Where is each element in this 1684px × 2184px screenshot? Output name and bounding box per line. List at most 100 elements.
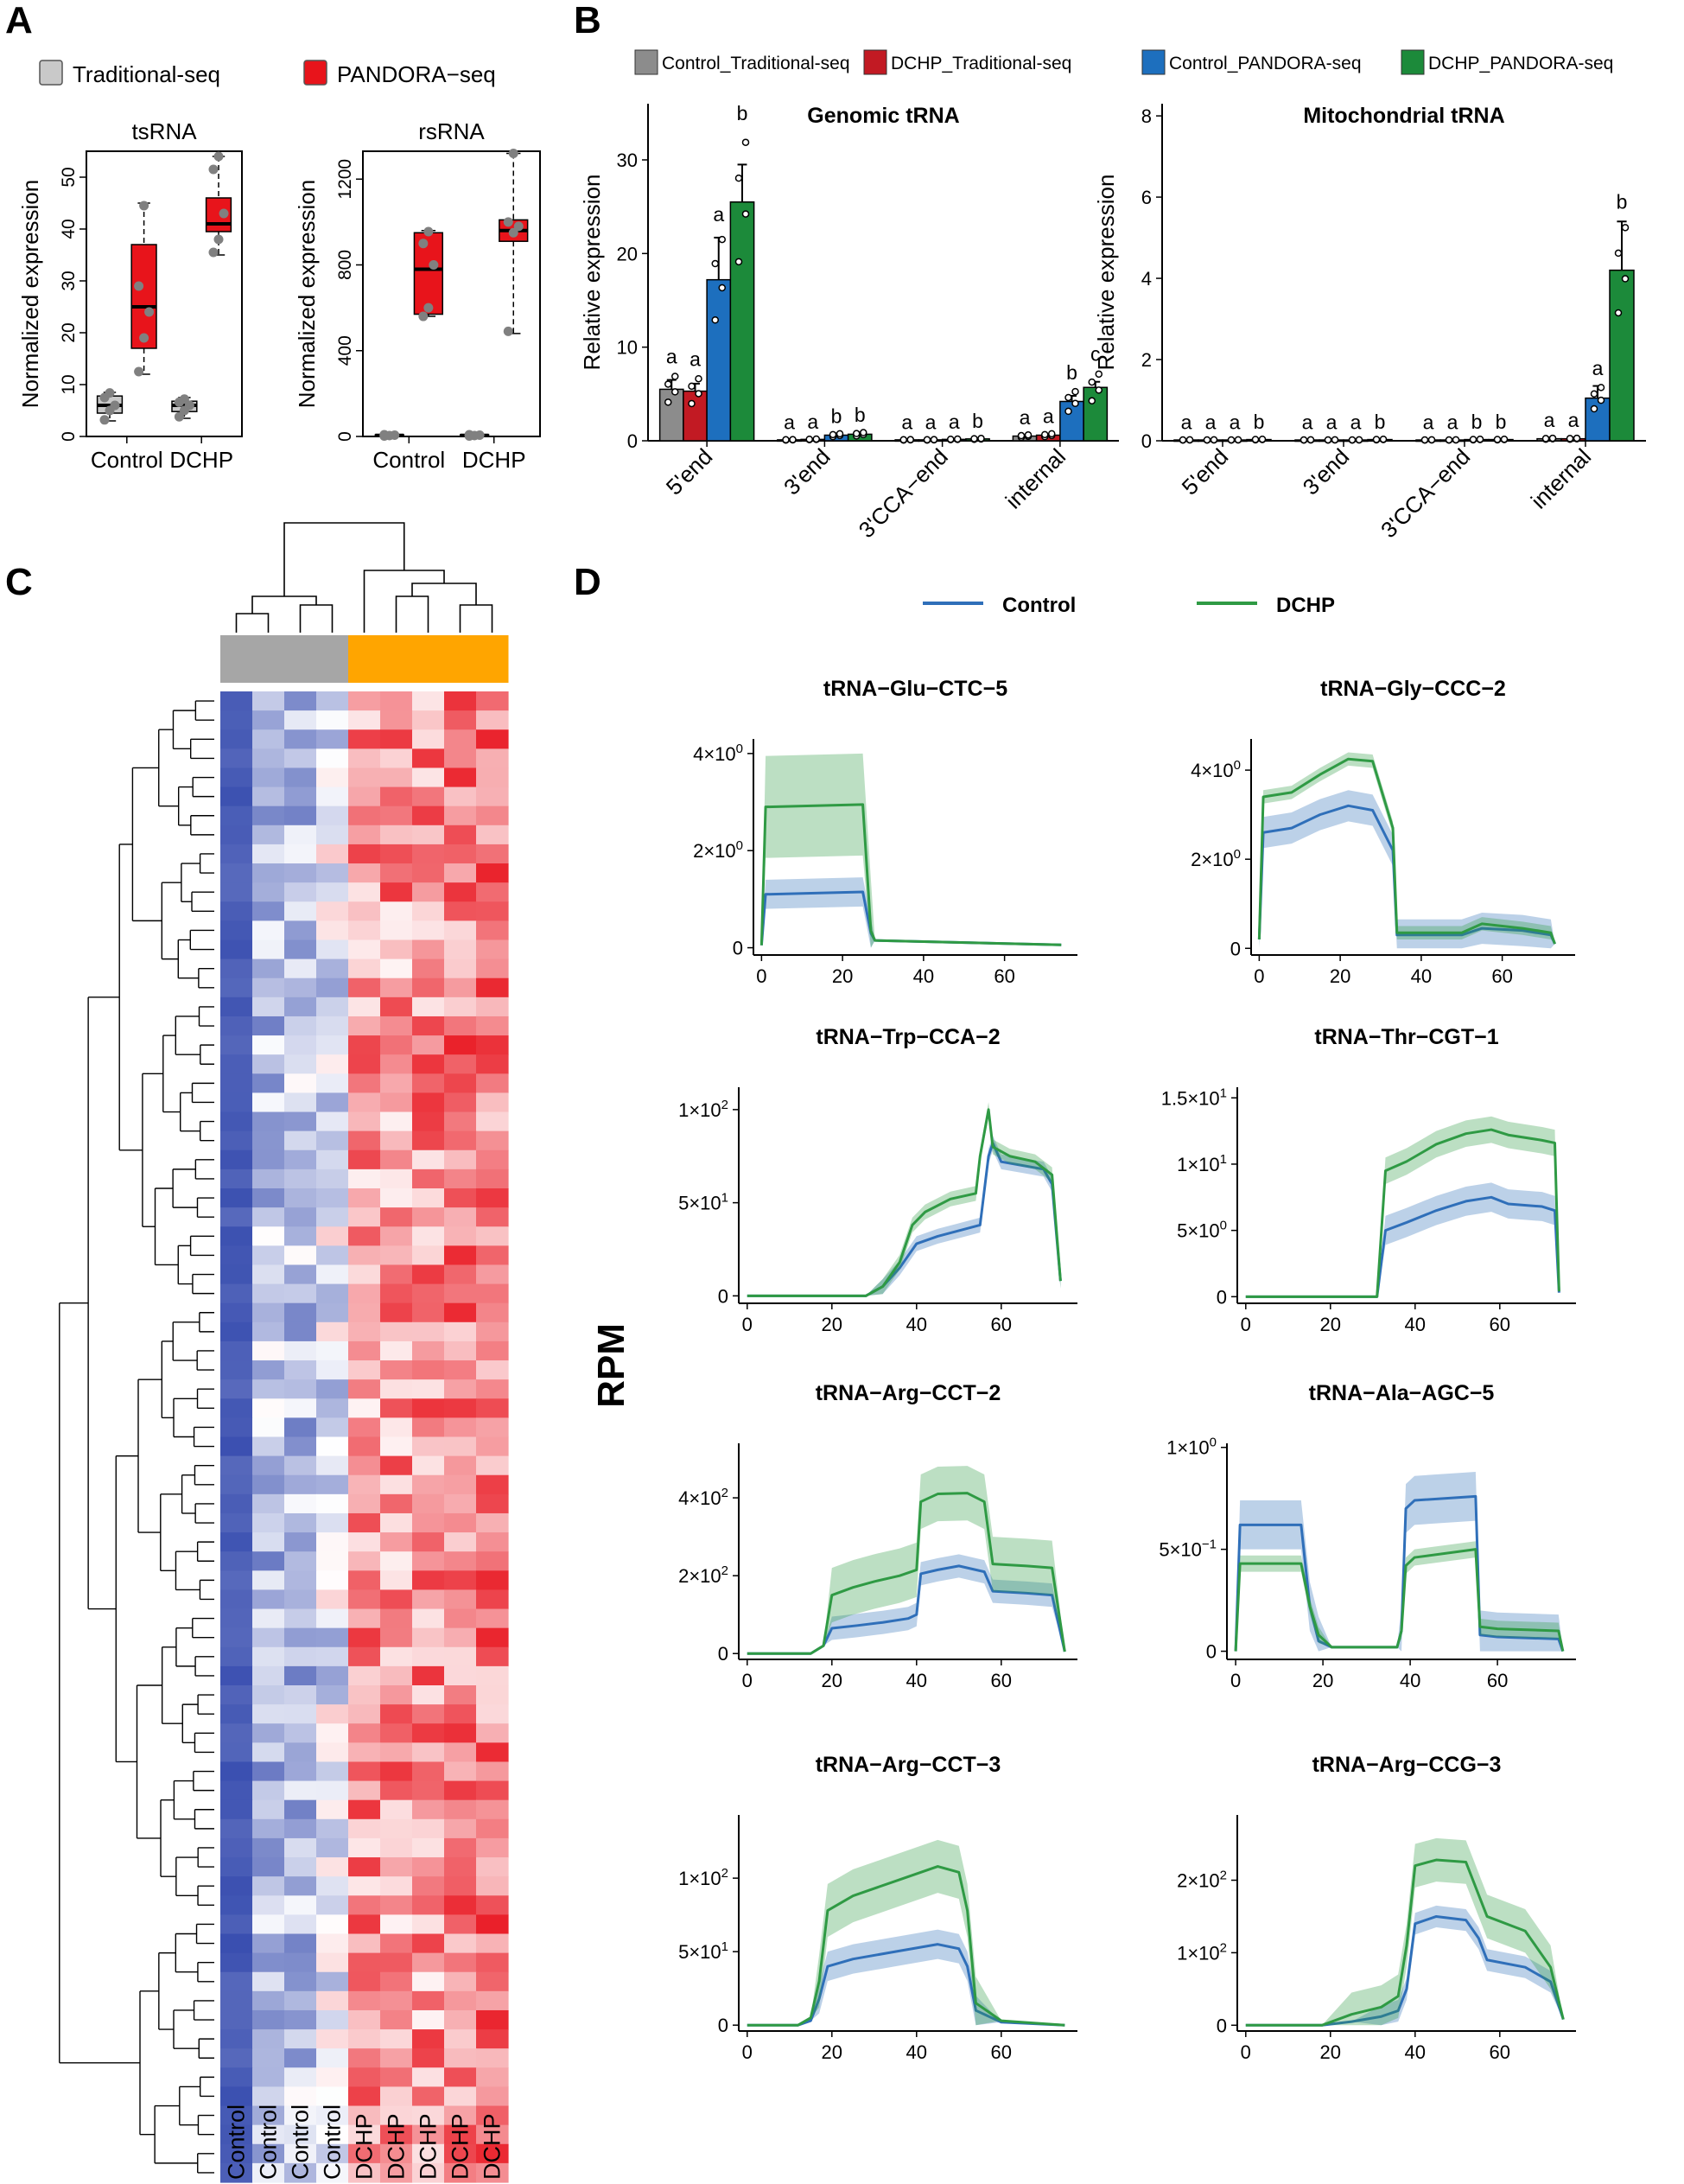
heatmap-cell xyxy=(284,1417,317,1438)
heatmap-cell xyxy=(316,1016,349,1036)
box-body xyxy=(413,232,444,315)
heatmap-cell xyxy=(348,1073,381,1094)
y-tick-label: 6 xyxy=(1141,187,1152,208)
heatmap-cell xyxy=(348,977,381,998)
heatmap-cell xyxy=(444,882,477,902)
sample-dot xyxy=(923,436,931,444)
heatmap-column-label: DCHP xyxy=(448,2113,473,2180)
heatmap-cell xyxy=(220,1226,253,1246)
heatmap-cell xyxy=(412,882,445,902)
heatmap-cell xyxy=(444,1493,477,1514)
heatmap-cell xyxy=(380,844,413,864)
legend-label-control: Control xyxy=(1002,594,1076,617)
heatmap-cell xyxy=(444,1818,477,1839)
heatmap-cell xyxy=(284,786,317,807)
sample-dot xyxy=(1227,436,1236,444)
heatmap-cell xyxy=(284,1188,317,1208)
y-tick-label: 20 xyxy=(617,243,638,264)
sample-dot xyxy=(1493,436,1502,443)
heatmap-cell xyxy=(444,1608,477,1629)
heatmap-cell xyxy=(412,767,445,788)
heatmap-cell xyxy=(348,1837,381,1858)
heatmap-cell xyxy=(348,863,381,883)
heatmap-cell xyxy=(412,1283,445,1304)
heatmap-cell xyxy=(412,2124,445,2145)
heatmap-cell xyxy=(220,2048,253,2068)
heatmap-cell xyxy=(252,1704,285,1724)
heatmap-cell xyxy=(444,1092,477,1113)
heatmap-cell xyxy=(316,1436,349,1457)
heatmap-cell xyxy=(476,825,509,845)
heatmap-cell xyxy=(348,805,381,826)
heatmap-cell xyxy=(252,1914,285,1935)
heatmap-cell xyxy=(444,1837,477,1858)
heatmap-cell xyxy=(284,882,317,902)
box-point xyxy=(208,164,219,175)
heatmap-cell xyxy=(412,1360,445,1380)
heatmap-cell xyxy=(412,805,445,826)
chart-tsrna: tsRNA Normalized expression 0 10 20 30 40 50 Con… xyxy=(17,118,243,473)
heatmap-cell xyxy=(348,1092,381,1113)
heatmap-cell xyxy=(220,1799,253,1820)
heatmap-cell xyxy=(220,1245,253,1266)
bar xyxy=(1059,400,1084,442)
sample-dot xyxy=(1372,436,1381,443)
heatmap-cell xyxy=(380,1512,413,1533)
panel-d-legend: Control DCHP xyxy=(923,594,1335,617)
sample-dot xyxy=(1590,404,1598,413)
heatmap-cell xyxy=(380,710,413,730)
heatmap-cell xyxy=(316,1608,349,1629)
heatmap-cell xyxy=(380,1245,413,1266)
heatmap-cell xyxy=(380,748,413,769)
heatmap-cell xyxy=(284,1149,317,1170)
heatmap-cell xyxy=(316,710,349,730)
chart-trna-ala-agc-5: tRNA−Ala−AGC−5 0 20 40 60 0 5×10−1 1×100 xyxy=(1159,1381,1576,1691)
heatmap-cell xyxy=(220,1971,253,1992)
heatmap-cell xyxy=(348,1111,381,1132)
heatmap-cell xyxy=(476,1627,509,1648)
heatmap-cell xyxy=(252,1589,285,1610)
heatmap-cell xyxy=(412,901,445,921)
heatmap-cell xyxy=(348,1990,381,2011)
heatmap-cell xyxy=(476,1933,509,1954)
heatmap-cell xyxy=(412,1589,445,1610)
sample-dot xyxy=(1258,435,1267,443)
heatmap-cell xyxy=(380,1054,413,1074)
heatmap-cell xyxy=(412,1207,445,1227)
heatmap-cell xyxy=(444,1207,477,1227)
ci-band-control xyxy=(1245,1905,1564,2026)
heatmap-cell xyxy=(380,1665,413,1686)
heatmap-cell xyxy=(316,2124,349,2145)
box-point xyxy=(503,217,513,227)
heatmap-cell xyxy=(220,1952,253,1973)
heatmap-cell xyxy=(380,1283,413,1304)
heatmap-cell xyxy=(476,2048,509,2068)
heatmap-cell xyxy=(444,901,477,921)
heatmap-cell xyxy=(348,1512,381,1533)
x-tick-label: 60 xyxy=(1490,1314,1510,1335)
box-point xyxy=(429,260,439,271)
heatmap-cell xyxy=(444,1188,477,1208)
heatmap-cell xyxy=(284,1990,317,2011)
y-tick-label: 0 xyxy=(1217,1286,1227,1308)
heatmap-cell xyxy=(476,2124,509,2145)
heatmap-cell xyxy=(220,1837,253,1858)
significance-letter: a xyxy=(1423,411,1434,434)
significance-letter: a xyxy=(1592,357,1604,379)
heatmap-cell xyxy=(412,920,445,941)
box-point xyxy=(174,411,184,422)
sample-dot xyxy=(1071,399,1079,408)
heatmap-cell xyxy=(316,2048,349,2068)
sample-dot xyxy=(741,138,750,146)
heatmap-cell xyxy=(220,729,253,749)
heatmap-cell xyxy=(252,1130,285,1151)
heatmap-cell xyxy=(284,901,317,921)
heatmap-cell xyxy=(412,939,445,960)
heatmap-cell xyxy=(380,2143,413,2164)
heatmap-cell xyxy=(220,710,253,730)
significance-letter: a xyxy=(901,411,912,433)
significance-letter: c xyxy=(1090,343,1101,366)
sample-dot xyxy=(1597,396,1605,404)
heatmap-cell xyxy=(316,1054,349,1074)
heatmap-cell xyxy=(348,1761,381,1782)
